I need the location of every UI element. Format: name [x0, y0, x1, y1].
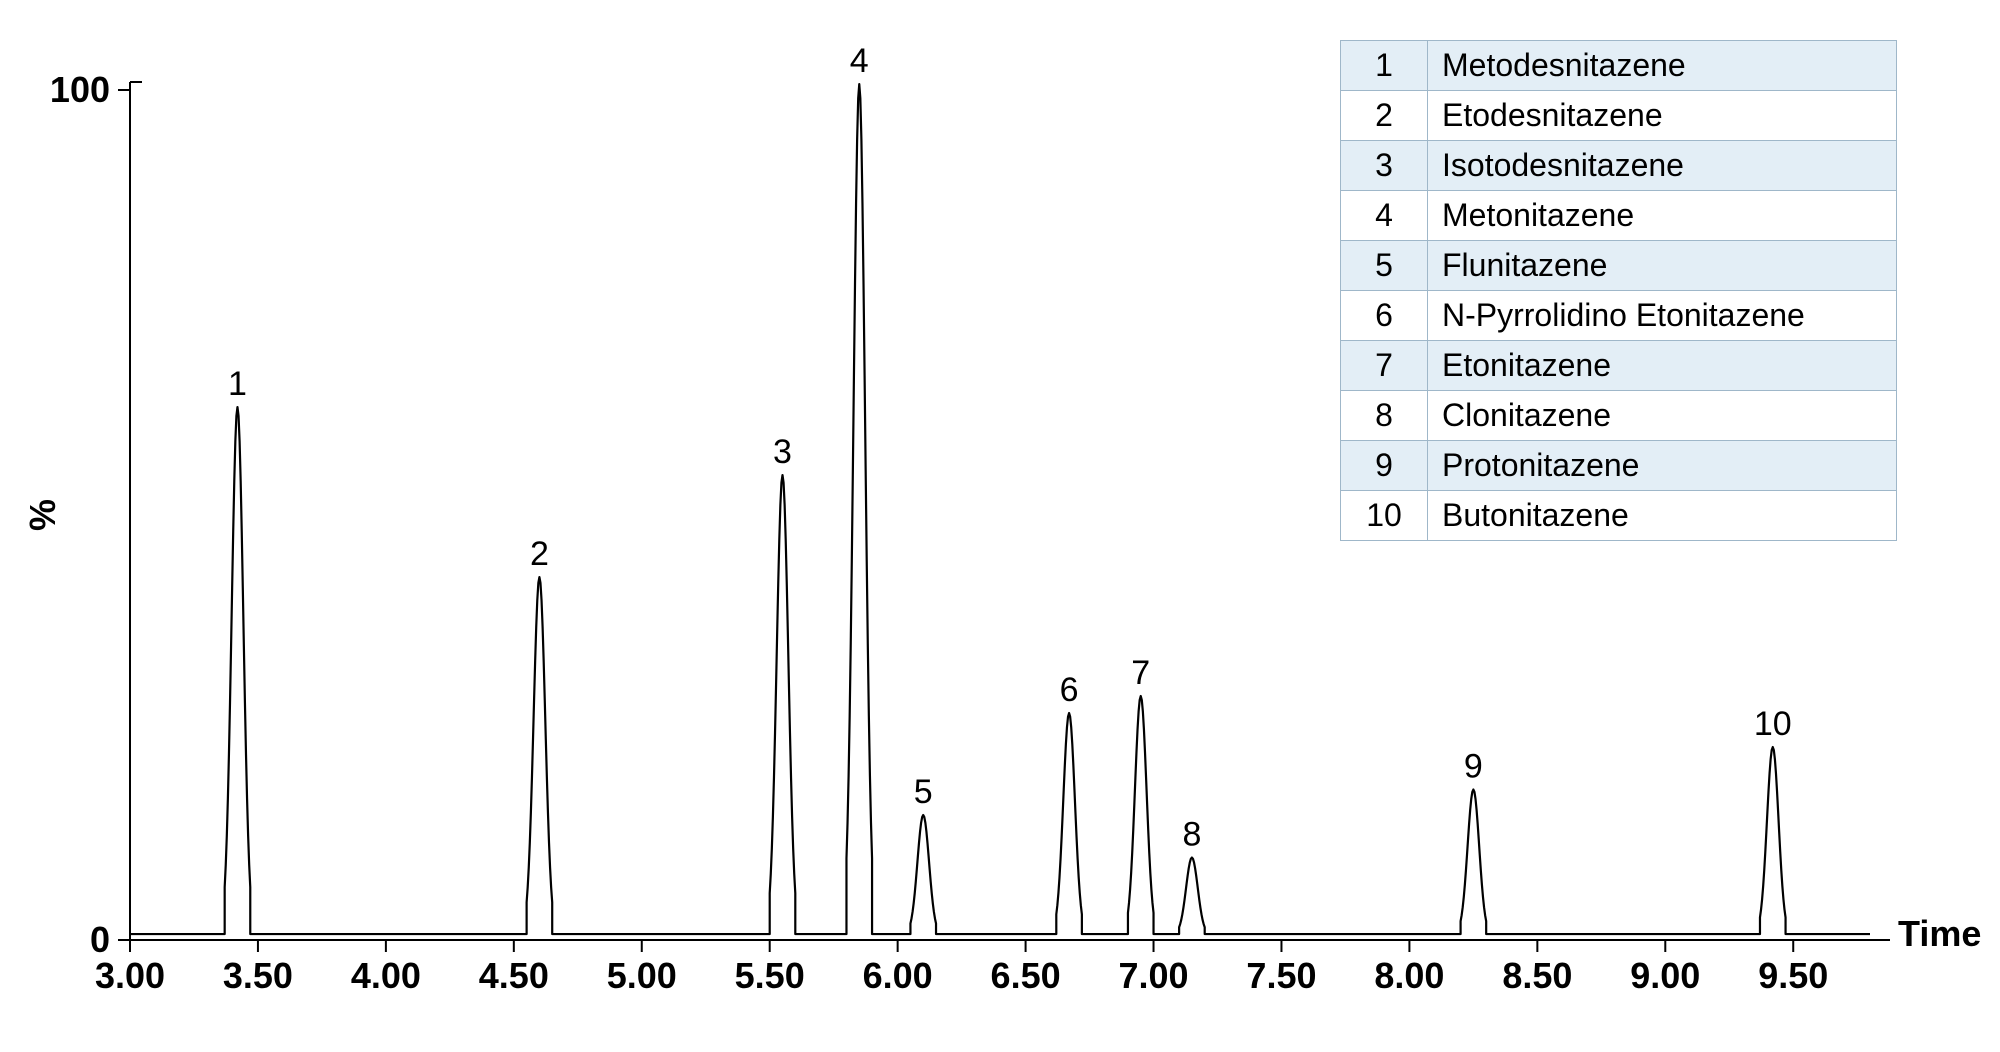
- x-tick-label: 5.00: [607, 955, 677, 996]
- legend-row: 5Flunitazene: [1341, 241, 1897, 291]
- x-tick-label: 5.50: [735, 955, 805, 996]
- peak-label: 10: [1754, 705, 1792, 743]
- peak-label: 2: [530, 535, 549, 573]
- y-tick-label: 100: [50, 69, 110, 110]
- x-tick-label: 7.50: [1246, 955, 1316, 996]
- legend-compound-name: N-Pyrrolidino Etonitazene: [1428, 291, 1897, 341]
- y-axis-title: %: [22, 499, 63, 531]
- peak-label: 3: [773, 433, 792, 471]
- peak-label: 4: [850, 42, 869, 80]
- legend-compound-name: Isotodesnitazene: [1428, 141, 1897, 191]
- x-tick-label: 8.50: [1502, 955, 1572, 996]
- peak-label: 9: [1464, 748, 1483, 786]
- legend-number: 7: [1341, 341, 1428, 391]
- legend-row: 6N-Pyrrolidino Etonitazene: [1341, 291, 1897, 341]
- x-tick-label: 6.50: [991, 955, 1061, 996]
- legend-compound-name: Etonitazene: [1428, 341, 1897, 391]
- legend-row: 7Etonitazene: [1341, 341, 1897, 391]
- x-tick-label: 3.50: [223, 955, 293, 996]
- x-tick-label: 4.00: [351, 955, 421, 996]
- legend-number: 8: [1341, 391, 1428, 441]
- peak-label: 7: [1131, 654, 1150, 692]
- legend-row: 3Isotodesnitazene: [1341, 141, 1897, 191]
- compound-legend-table: 1Metodesnitazene2Etodesnitazene3Isotodes…: [1340, 40, 1897, 541]
- legend-number: 10: [1341, 491, 1428, 541]
- legend-number: 5: [1341, 241, 1428, 291]
- peak-label: 5: [914, 773, 933, 811]
- peak-label: 1: [228, 365, 247, 403]
- x-tick-label: 7.00: [1118, 955, 1188, 996]
- x-tick-label: 9.00: [1630, 955, 1700, 996]
- legend-row: 8Clonitazene: [1341, 391, 1897, 441]
- legend-number: 3: [1341, 141, 1428, 191]
- legend-number: 1: [1341, 41, 1428, 91]
- legend-row: 4Metonitazene: [1341, 191, 1897, 241]
- peak-label: 8: [1182, 816, 1201, 854]
- legend-number: 2: [1341, 91, 1428, 141]
- x-tick-label: 4.50: [479, 955, 549, 996]
- legend-compound-name: Flunitazene: [1428, 241, 1897, 291]
- x-tick-label: 9.50: [1758, 955, 1828, 996]
- x-tick-label: 3.00: [95, 955, 165, 996]
- x-tick-label: 6.00: [863, 955, 933, 996]
- x-tick-label: 8.00: [1374, 955, 1444, 996]
- legend-compound-name: Etodesnitazene: [1428, 91, 1897, 141]
- legend-number: 4: [1341, 191, 1428, 241]
- legend-row: 2Etodesnitazene: [1341, 91, 1897, 141]
- legend-compound-name: Butonitazene: [1428, 491, 1897, 541]
- legend-number: 9: [1341, 441, 1428, 491]
- legend-row: 10Butonitazene: [1341, 491, 1897, 541]
- peak-label: 6: [1060, 671, 1079, 709]
- legend-compound-name: Protonitazene: [1428, 441, 1897, 491]
- legend-number: 6: [1341, 291, 1428, 341]
- legend-compound-name: Clonitazene: [1428, 391, 1897, 441]
- legend-row: 9Protonitazene: [1341, 441, 1897, 491]
- x-axis-title: Time: [1898, 913, 1981, 954]
- y-tick-label: 0: [90, 919, 110, 960]
- legend-compound-name: Metonitazene: [1428, 191, 1897, 241]
- legend-compound-name: Metodesnitazene: [1428, 41, 1897, 91]
- legend-row: 1Metodesnitazene: [1341, 41, 1897, 91]
